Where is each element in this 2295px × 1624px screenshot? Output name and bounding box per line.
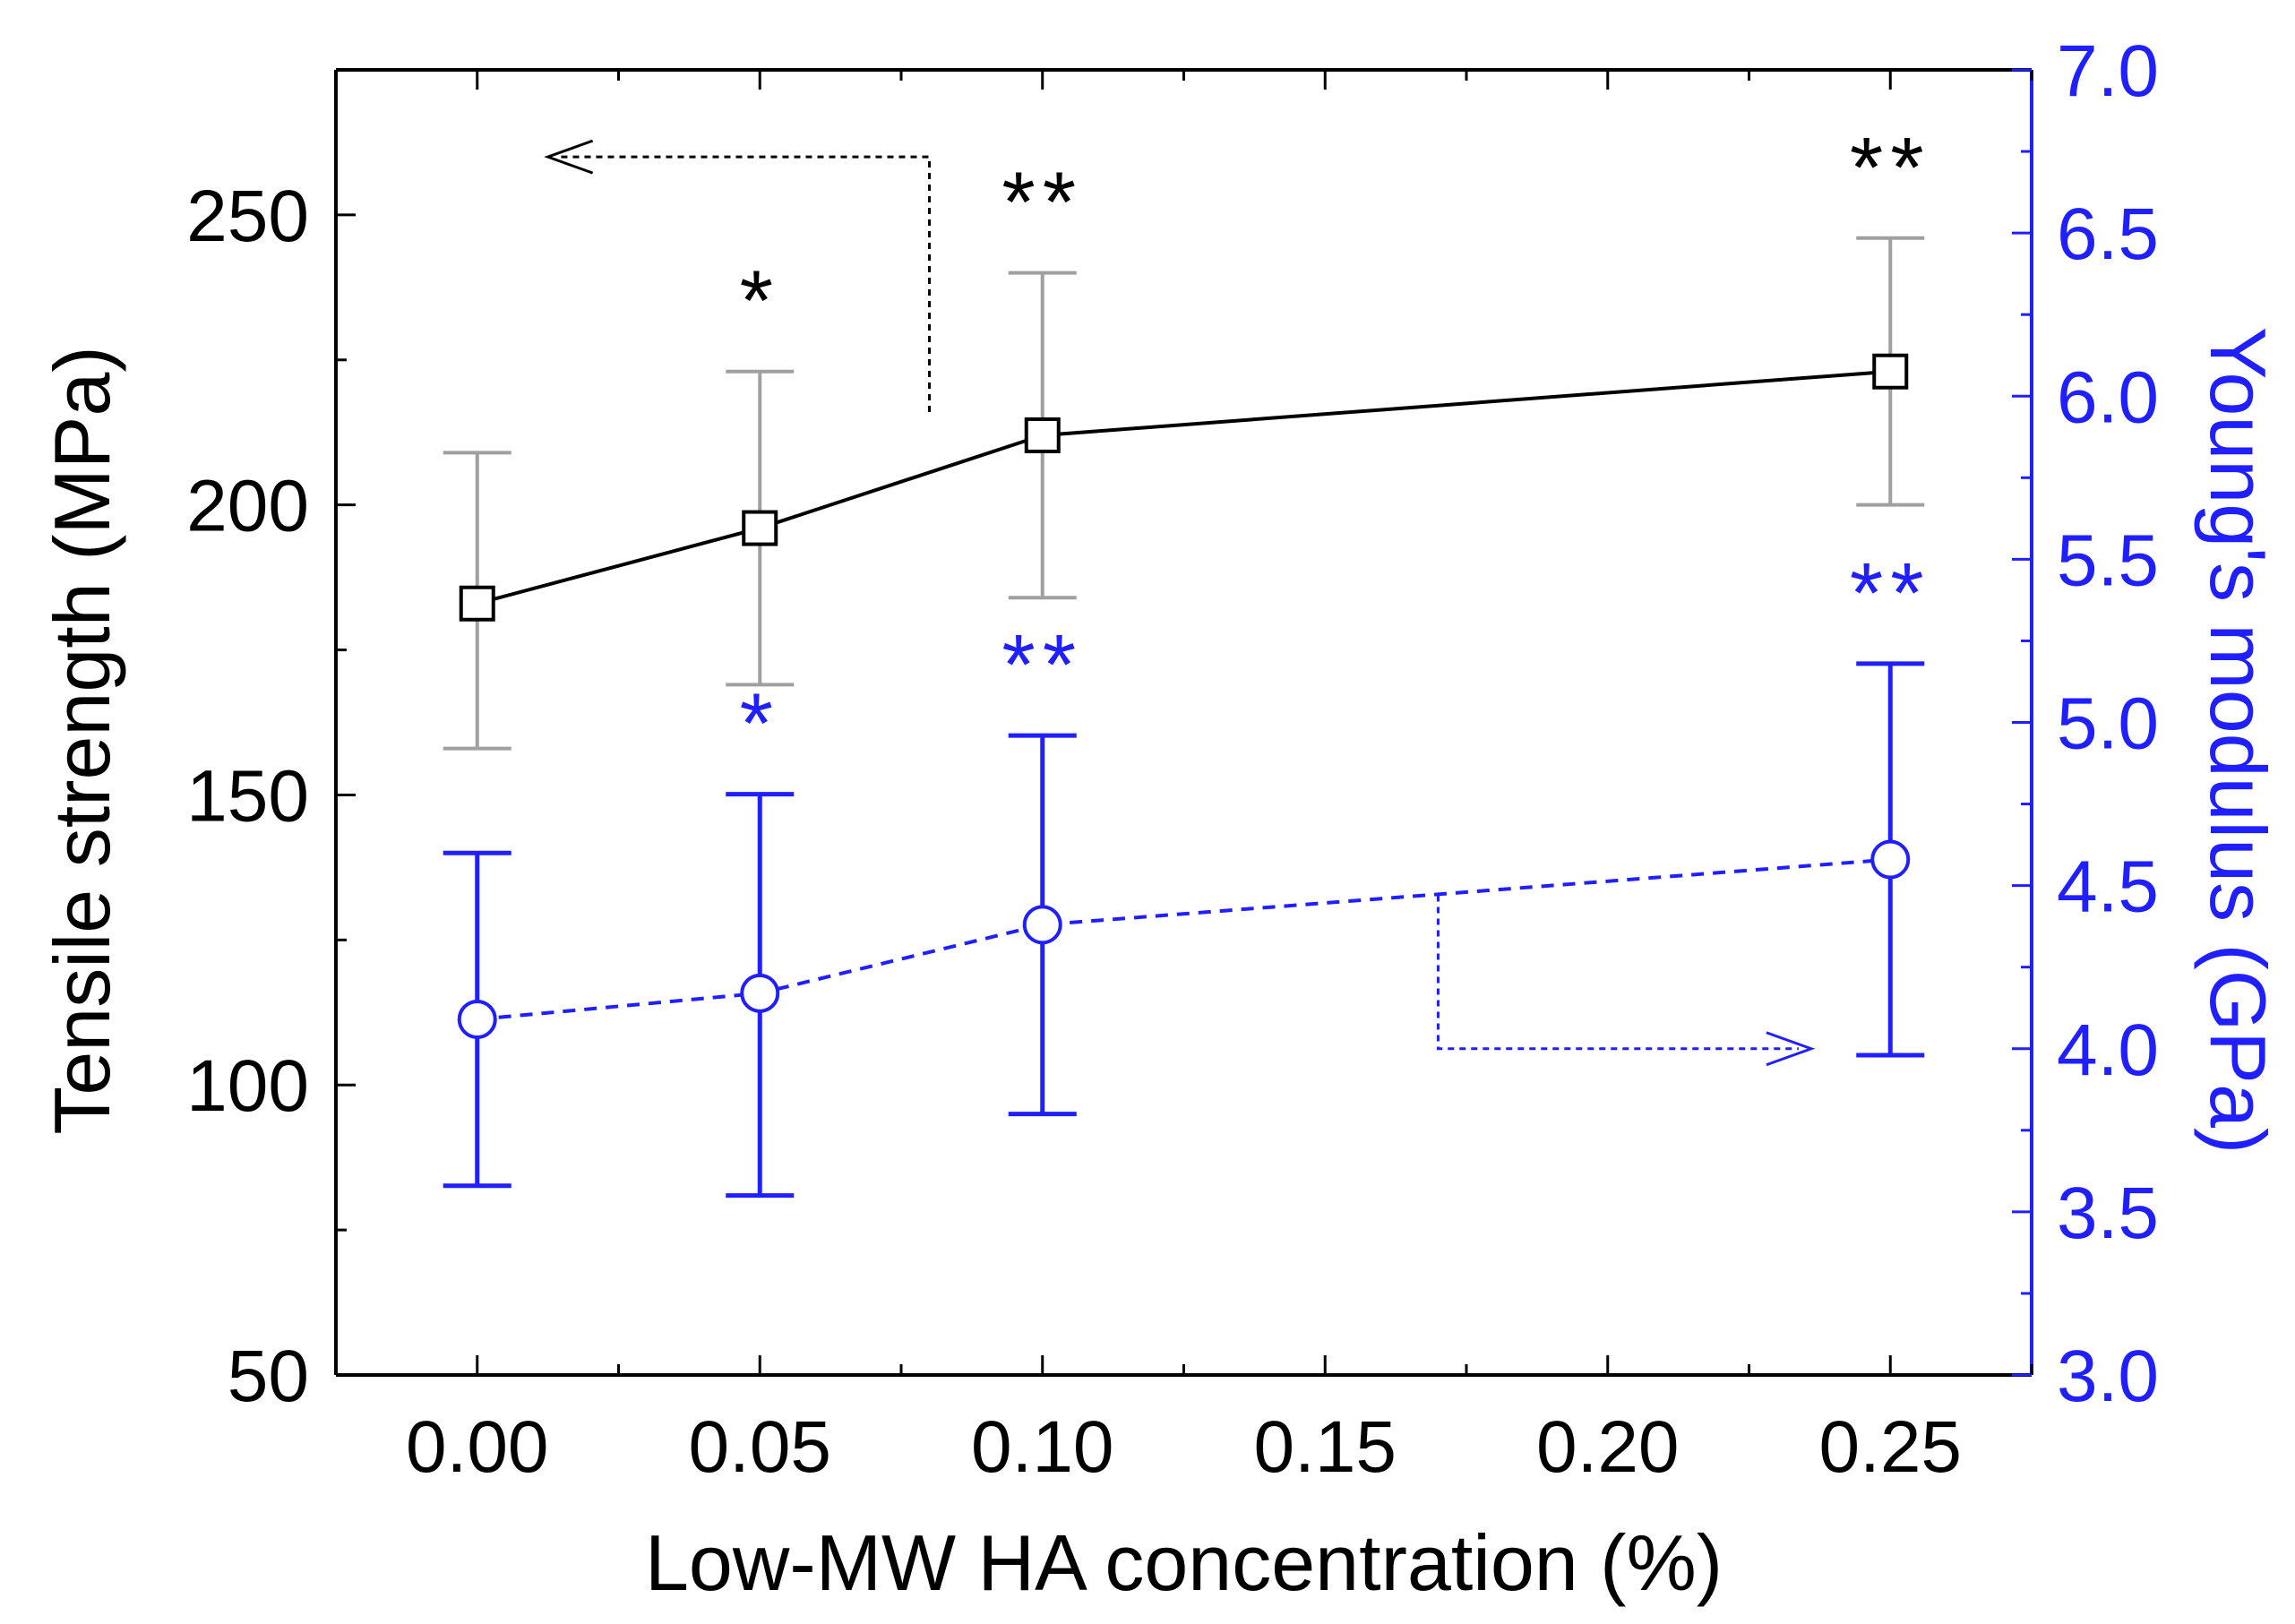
data-point <box>459 585 495 622</box>
y2-tick-label: 3.5 <box>2057 1173 2159 1254</box>
y2-tick-label: 3.0 <box>2057 1336 2159 1417</box>
y2-tick-label: 7.0 <box>2057 30 2159 112</box>
data-point <box>1022 905 1062 945</box>
x-tick-label: 0.20 <box>1536 1406 1680 1488</box>
left-axis-arrow <box>560 155 932 413</box>
y2-tick-label: 6.0 <box>2057 357 2159 438</box>
significance-label: * <box>740 253 780 349</box>
labels-layer: Low-MW HA concentration (%) Tensile stre… <box>38 327 2282 1607</box>
y-tick-label: 200 <box>186 466 309 547</box>
y-tick-label: 100 <box>186 1045 309 1127</box>
data-point <box>1024 417 1061 453</box>
axes-layer: 0.00 0.05 0.10 0.15 0.20 0.25 50 100 150 200 250 3.… <box>186 30 2159 1488</box>
y2-tick-label: 6.5 <box>2057 193 2159 275</box>
right-axis-arrow <box>1436 895 1799 1051</box>
y-tick-label: 250 <box>186 176 309 257</box>
x-axis-title: Low-MW HA concentration (%) <box>645 1518 1723 1607</box>
series-line <box>477 857 1891 1021</box>
significance-label: ** <box>1001 617 1083 713</box>
y2-tick-label: 4.0 <box>2057 1010 2159 1091</box>
significance-label: ** <box>1001 155 1083 251</box>
significance-label: ** <box>1850 546 1931 641</box>
x-tick-label: 0.10 <box>971 1406 1114 1488</box>
data-point <box>1872 353 1909 390</box>
significance-label: ** <box>1850 120 1931 216</box>
series-line <box>477 369 1891 606</box>
y2-tick-label: 5.5 <box>2057 520 2159 601</box>
left-axis-arrowhead <box>544 139 594 175</box>
y-tick-label: 150 <box>186 755 309 837</box>
y2-tick-label: 4.5 <box>2057 846 2159 928</box>
data-point <box>740 973 780 1013</box>
data-point <box>742 510 778 546</box>
y-axis-title: Tensile strength (MPa) <box>38 346 126 1134</box>
series-layer: *** ******* <box>443 120 1931 1199</box>
data-point <box>457 999 497 1039</box>
significance-label: * <box>740 676 780 772</box>
x-tick-label: 0.00 <box>406 1406 549 1488</box>
y2-axis-title: Young's modulus (GPa) <box>2194 327 2282 1154</box>
y-tick-label: 50 <box>228 1336 309 1417</box>
x-tick-label: 0.15 <box>1253 1406 1397 1488</box>
data-point <box>1870 839 1911 880</box>
x-tick-label: 0.05 <box>688 1406 831 1488</box>
y2-tick-label: 5.0 <box>2057 683 2159 765</box>
x-tick-label: 0.25 <box>1818 1406 1962 1488</box>
right-axis-arrowhead <box>1766 1031 1816 1067</box>
